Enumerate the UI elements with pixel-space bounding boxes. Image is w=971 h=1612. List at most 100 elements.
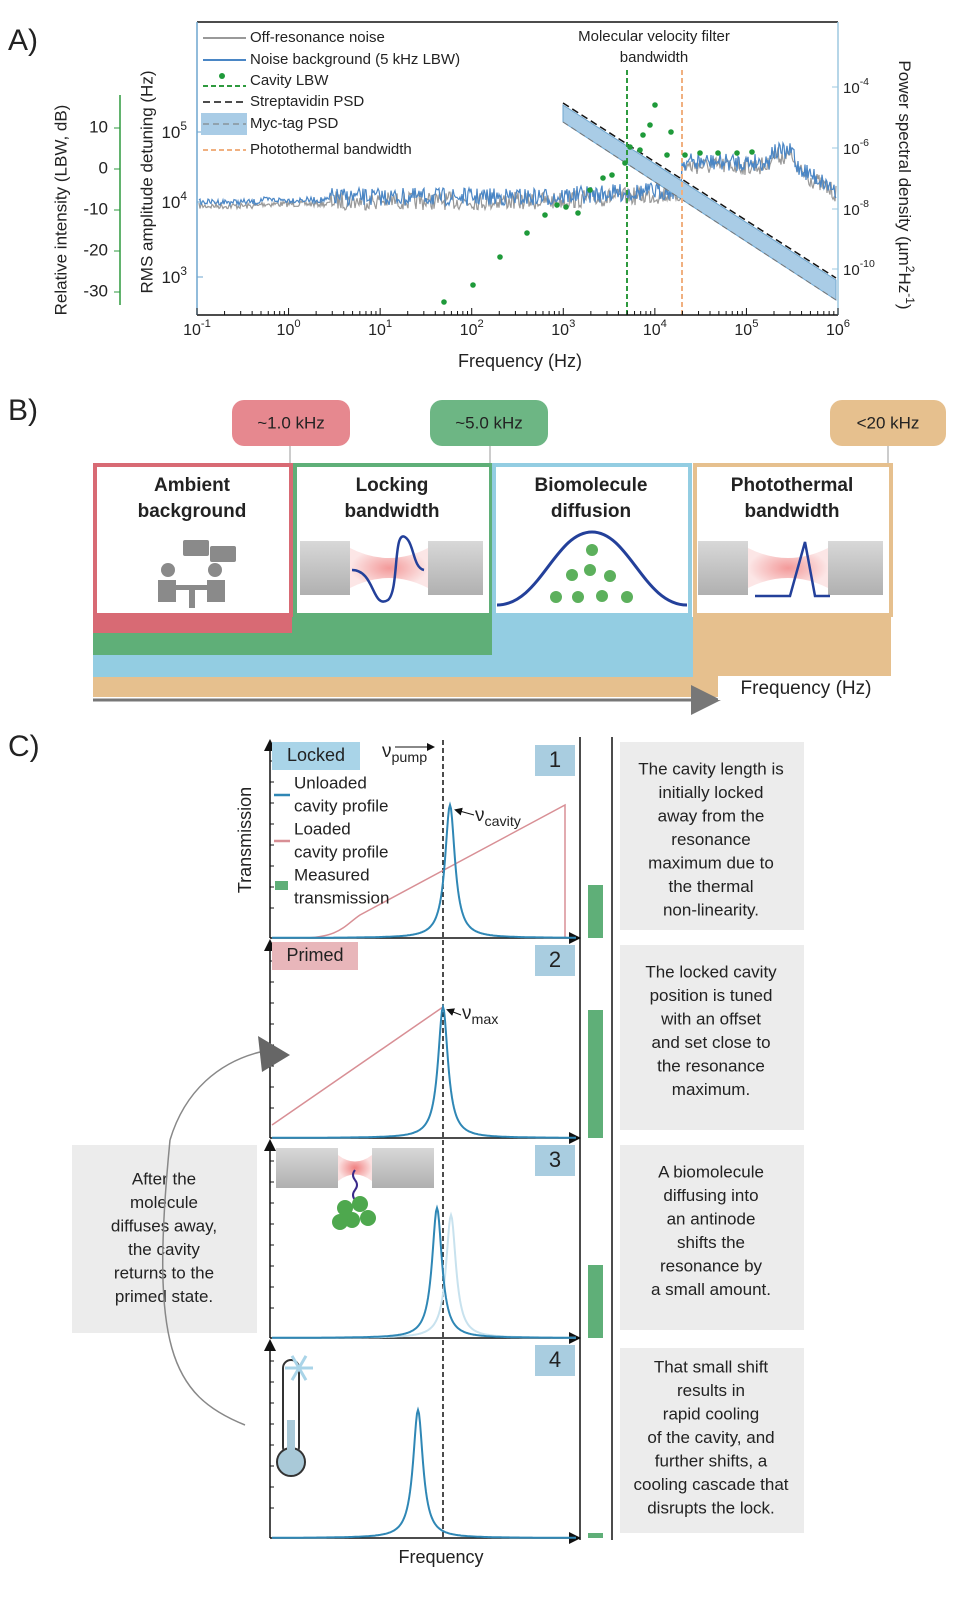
box-title: Locking (356, 475, 429, 496)
band-ambient (93, 615, 292, 633)
annotation: Molecular velocity filter (578, 28, 730, 45)
middle-axis-title: RMS amplitude detuning (Hz) (137, 71, 156, 294)
table (172, 585, 212, 590)
description-line: maximum. (672, 1080, 750, 1099)
middle-tick-label-base: 10 (161, 123, 180, 142)
right-tick-label: 10-10 (843, 258, 875, 279)
x-tick-label-exp: 3 (569, 318, 575, 330)
person-head (208, 563, 222, 577)
cavity-lbw-point (664, 152, 670, 158)
middle-tick-label-exp: 5 (180, 119, 187, 133)
cavity-lbw-point (652, 102, 658, 108)
cavity-lbw-point (647, 122, 653, 128)
molecule (352, 1196, 368, 1212)
legend-label: Noise background (5 kHz LBW) (250, 51, 460, 68)
description-line: a small amount. (651, 1280, 771, 1299)
tag-label: <20 kHz (857, 413, 920, 432)
y-axis-title: Transmission (235, 787, 255, 893)
molecule (566, 569, 578, 581)
description-line: the thermal (668, 877, 753, 896)
description-line: maximum due to (648, 853, 774, 872)
description-line: of the cavity, and (647, 1428, 774, 1447)
description-line: non-linearity. (663, 900, 759, 919)
cavity-lbw-point (715, 150, 721, 156)
legend-label: Unloaded (294, 773, 367, 792)
middle-tick-label: 105 (161, 119, 187, 142)
description-line: diffusing into (663, 1186, 758, 1205)
cavity-lbw-point (524, 230, 530, 236)
cavity-profile (272, 1215, 576, 1338)
molecule (621, 591, 633, 603)
cavity-profile (272, 1410, 576, 1538)
cavity-lbw-point (554, 202, 560, 208)
box-title: Ambient (154, 475, 231, 496)
legend-label: Loaded (294, 819, 351, 838)
molecule (550, 591, 562, 603)
step-number: 1 (549, 747, 561, 772)
legend-label: Cavity LBW (250, 72, 329, 89)
myc-tag-psd-band (563, 105, 836, 300)
box-title: Biomolecule (535, 475, 648, 496)
nu-pump-main: ν (382, 741, 392, 762)
description-line: The cavity length is (638, 759, 784, 778)
right-tick-label: 10-8 (843, 198, 869, 219)
right-tick-label-base: 10 (843, 80, 860, 97)
cavity-lbw-point (668, 129, 674, 135)
x-axis-title: Frequency (Hz) (458, 351, 582, 371)
annotation: bandwidth (620, 49, 688, 66)
box-title: bandwidth (345, 501, 440, 522)
mirror (300, 541, 350, 595)
cavity-lbw-point (441, 299, 447, 305)
nu-max-main: ν (462, 1003, 472, 1024)
mirror (276, 1148, 338, 1188)
x-tick-label-base: 10 (734, 322, 752, 339)
figure: A)10-1100101102103104105106Frequency (Hz… (0, 0, 971, 1612)
middle-tick-label-base: 10 (161, 268, 180, 287)
description-line: rapid cooling (663, 1404, 759, 1423)
streptavidin-psd-line (563, 103, 836, 278)
step-number: 4 (549, 1347, 561, 1372)
box-title: bandwidth (745, 501, 840, 522)
molecule (360, 1210, 376, 1226)
box-title: Photothermal (731, 475, 853, 496)
loaded-profile (272, 1007, 443, 1125)
molecule (584, 564, 596, 576)
x-tick-label-base: 10 (551, 322, 569, 339)
mirror (828, 541, 883, 595)
measured-bar (588, 885, 603, 938)
cavity-lbw-point (497, 254, 503, 260)
mirror (698, 541, 748, 595)
left-tick-label: 10 (89, 117, 108, 136)
right-axis-title-part: ) (895, 304, 914, 310)
right-axis-title: Power spectral density (µm2Hz-1) (895, 60, 917, 309)
tag-label: ~5.0 kHz (455, 413, 523, 432)
cavity-lbw-point (697, 150, 703, 156)
nu-pump-sub: pump (392, 750, 428, 766)
description-line: further shifts, a (655, 1451, 768, 1470)
right-tick-label-exp: -8 (860, 198, 869, 210)
x-tick-label: 104 (643, 318, 667, 339)
description-line: and set close to (651, 1033, 770, 1052)
legend-swatch (275, 881, 288, 890)
nu-max-sub: max (472, 1012, 499, 1028)
mirror (428, 541, 483, 595)
cavity-lbw-point (640, 132, 646, 138)
nu-cavity-sub: cavity (485, 814, 522, 830)
right-tick-label-exp: -4 (860, 76, 869, 88)
x-tick-label: 102 (460, 318, 484, 339)
nu-cavity-main: ν (475, 805, 485, 826)
legend-label: cavity profile (294, 842, 388, 861)
panel-label: C) (8, 730, 40, 763)
right-tick-label: 10-4 (843, 76, 869, 97)
speech-bubble (183, 540, 209, 556)
x-tick-label: 105 (734, 318, 758, 339)
right-tick-label-base: 10 (843, 141, 860, 158)
nu-max: νmax (462, 1003, 498, 1028)
axis-label: Frequency (Hz) (741, 678, 872, 699)
x-tick-label: 100 (277, 318, 301, 339)
measured-bar (588, 1265, 603, 1338)
x-tick-label-exp: 5 (752, 318, 758, 330)
cavity-lbw-point (637, 147, 643, 153)
left-tick-label: -30 (83, 281, 108, 300)
molecule (604, 570, 616, 582)
